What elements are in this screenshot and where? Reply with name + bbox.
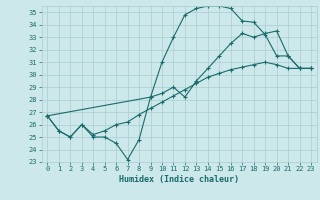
X-axis label: Humidex (Indice chaleur): Humidex (Indice chaleur) <box>119 175 239 184</box>
